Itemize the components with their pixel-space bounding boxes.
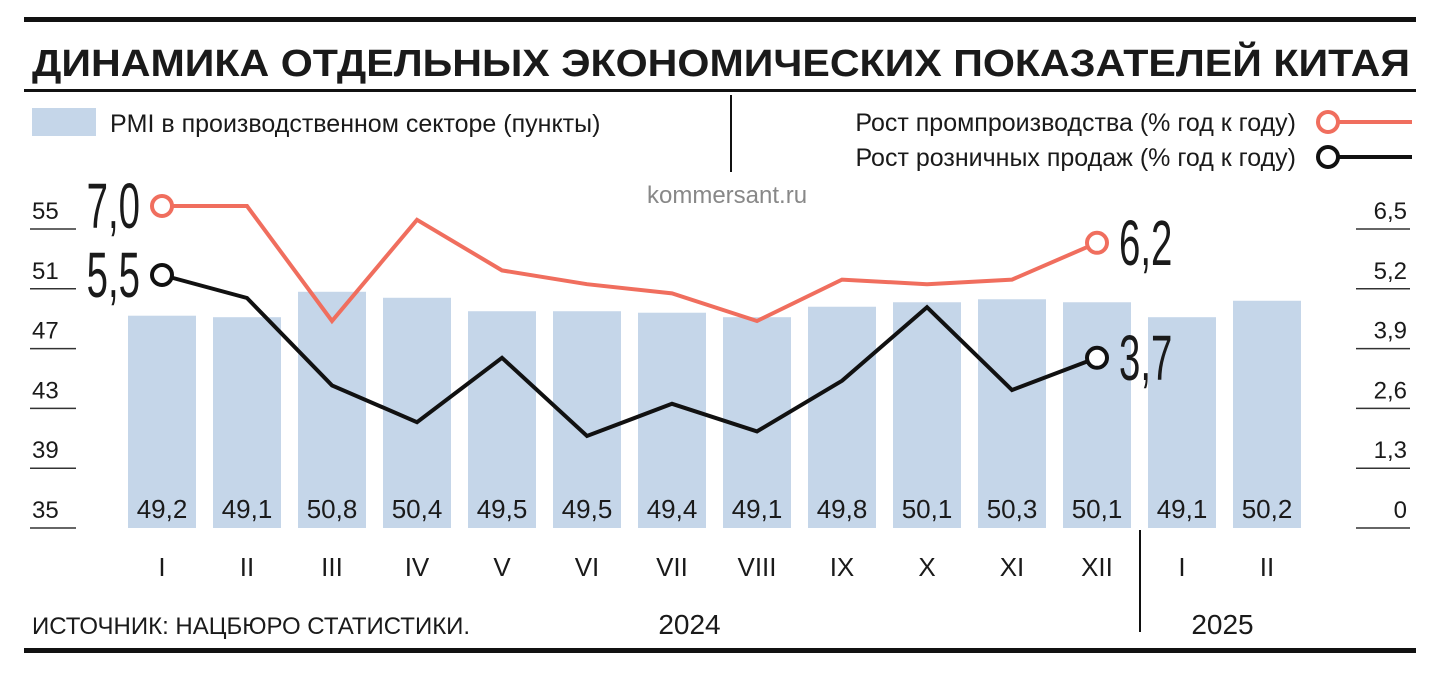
- bar-value-label: 49,5: [562, 494, 613, 524]
- year-label: 2024: [658, 609, 720, 640]
- y-tick-label: 51: [32, 258, 59, 285]
- bar-value-label: 50,4: [392, 494, 443, 524]
- legend-marker: [1316, 145, 1340, 169]
- line-value-label: 5,5: [87, 240, 140, 312]
- x-tick-label: II: [1260, 552, 1274, 582]
- bar: [893, 302, 961, 528]
- bar-value-label: 49,1: [1157, 494, 1208, 524]
- line-value-label: 3,7: [1119, 323, 1172, 395]
- bar-value-label: 49,5: [477, 494, 528, 524]
- source: ИСТОЧНИК: НАЦБЮРО СТАТИСТИКИ.: [32, 613, 470, 640]
- line: [162, 204, 1098, 325]
- watermark: kommersant.ru: [647, 182, 807, 209]
- legend-label: Рост розничных продаж (% год к году): [855, 144, 1296, 172]
- x-tick-label: I: [1178, 552, 1185, 582]
- y2-tick-label: 0: [1394, 497, 1407, 524]
- bar: [298, 291, 366, 528]
- x-tick-label: IX: [830, 552, 855, 582]
- x-tick-label: IV: [405, 552, 430, 582]
- y2-tick-label: 5,2: [1374, 258, 1407, 285]
- bar-value-label: 49,8: [817, 494, 868, 524]
- bar: [468, 311, 536, 528]
- x-tick-label: I: [158, 552, 165, 582]
- y2-tick-label: 3,9: [1374, 318, 1407, 345]
- legend-marker: [1316, 110, 1340, 134]
- top-rule: [24, 17, 1416, 22]
- bar-value-label: 50,8: [307, 494, 358, 524]
- bar-value-label: 50,3: [987, 494, 1038, 524]
- line: [161, 273, 1098, 439]
- bar: [1063, 302, 1131, 528]
- bar-value-label: 49,2: [137, 494, 188, 524]
- y2-tick-label: 1,3: [1374, 437, 1407, 464]
- legend-label: PMI в производственном секторе (пункты): [110, 110, 600, 138]
- bar-value-label: 50,1: [902, 494, 953, 524]
- bar-value-label: 49,4: [647, 494, 698, 524]
- x-tick-label: VIII: [737, 552, 776, 582]
- bar: [638, 312, 706, 528]
- y-tick-label: 47: [32, 318, 59, 345]
- x-tick-label: VII: [656, 552, 688, 582]
- y-tick-label: 43: [32, 377, 59, 404]
- title-rule: [24, 89, 1416, 92]
- x-tick-label: XI: [1000, 552, 1025, 582]
- line-end-marker: [150, 194, 174, 218]
- x-tick-label: III: [321, 552, 343, 582]
- y-tick-label: 35: [32, 497, 59, 524]
- x-tick-label: VI: [575, 552, 600, 582]
- bar: [553, 311, 621, 528]
- y-tick-label: 39: [32, 437, 59, 464]
- bar-value-label: 50,1: [1072, 494, 1123, 524]
- bar-value-label: 49,1: [222, 494, 273, 524]
- x-tick-label: II: [240, 552, 254, 582]
- bar-value-label: 49,1: [732, 494, 783, 524]
- bottom-rule: [24, 648, 1416, 653]
- legend-swatch: [32, 108, 96, 136]
- bar-value-label: 50,2: [1242, 494, 1293, 524]
- year-label: 2025: [1191, 609, 1253, 640]
- x-tick-label: V: [493, 552, 511, 582]
- y2-tick-label: 2,6: [1374, 377, 1407, 404]
- x-tick-label: XII: [1081, 552, 1113, 582]
- y-tick-label: 55: [32, 198, 59, 225]
- bar: [128, 315, 196, 528]
- bar: [808, 306, 876, 528]
- line-end-marker: [1085, 345, 1109, 370]
- chart-title: ДИНАМИКА ОТДЕЛЬНЫХ ЭКОНОМИЧЕСКИХ ПОКАЗАТ…: [32, 40, 1410, 85]
- line-end-marker: [1085, 230, 1109, 255]
- bar: [978, 299, 1046, 528]
- y2-tick-label: 6,5: [1374, 198, 1407, 225]
- bar: [213, 317, 281, 528]
- bar: [1233, 300, 1301, 528]
- x-tick-label: X: [918, 552, 935, 582]
- line-end-marker: [150, 263, 174, 287]
- bar: [1148, 317, 1216, 528]
- line-value-label: 6,2: [1119, 208, 1172, 280]
- legend-label: Рост промпроизводства (% год к году): [855, 109, 1296, 137]
- line-value-label: 7,0: [87, 171, 140, 243]
